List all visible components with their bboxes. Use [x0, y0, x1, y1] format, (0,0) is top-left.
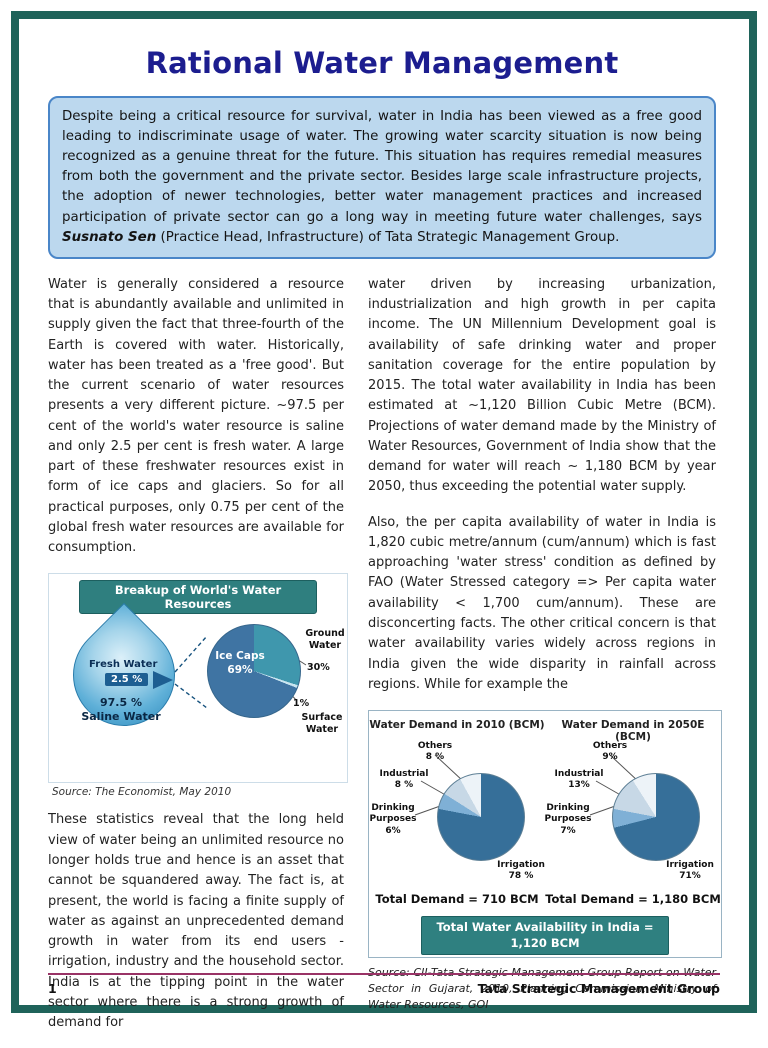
- chart-title-2050: Water Demand in 2050E (BCM): [561, 719, 705, 744]
- document-page: Rational Water Management Despite being …: [48, 38, 722, 1048]
- fresh-water-wedge: [153, 671, 173, 690]
- page-title: Rational Water Management: [145, 46, 619, 80]
- figure-water-demand: Water Demand in 2010 (BCM) Water Demand …: [368, 710, 722, 959]
- availability-banner: Total Water Availability in India = 1,12…: [421, 916, 669, 956]
- intro-text: Despite being a critical resource for su…: [62, 109, 702, 225]
- figure1-source: Source: The Economist, May 2010: [52, 786, 232, 799]
- label-drinking-2050: Drinking Purposes 7%: [544, 803, 592, 836]
- page-footer: 1 Tata Strategic Management Group: [48, 973, 720, 996]
- saline-water-label: 97.5 % Saline Water: [81, 696, 161, 724]
- label-others-2010: Others 8 %: [417, 741, 453, 763]
- ground-water-value: 30%: [307, 662, 330, 674]
- paragraph-right-1: water driven by increasing urbanization,…: [368, 276, 716, 495]
- figure-world-water-resources: Breakup of World's Water Resources Fresh…: [48, 573, 348, 784]
- ice-caps-label: Ice Caps 69%: [215, 650, 265, 677]
- total-demand-2010: Total Demand = 710 BCM: [375, 892, 539, 907]
- two-column-body: Water is generally considered a resource…: [48, 275, 722, 1048]
- paragraph-right-2: Also, the per capita availability of wat…: [368, 514, 716, 692]
- footer-org-name: Tata Strategic Management Group: [477, 981, 720, 996]
- label-others-2050: Others 9%: [592, 741, 628, 763]
- surface-water-value: 1%: [293, 698, 310, 710]
- label-industrial-2050: Industrial 13%: [554, 769, 604, 791]
- label-irrigation-2050: Irrigation 71%: [666, 860, 714, 882]
- world-water-pie-chart: [207, 624, 301, 719]
- label-irrigation-2010: Irrigation 78 %: [497, 860, 545, 882]
- pie-chart-demand-2050: [612, 773, 700, 862]
- paragraph-left-1: Water is generally considered a resource…: [48, 276, 344, 556]
- label-industrial-2010: Industrial 8 %: [379, 769, 429, 791]
- figure2-source: Source: CII-Tata Strategic Management Gr…: [368, 966, 716, 1011]
- intro-callout-box: Despite being a critical resource for su…: [48, 96, 716, 259]
- pie-chart-demand-2010: [437, 773, 525, 862]
- ground-water-label: Ground Water: [305, 628, 345, 651]
- total-demand-2050: Total Demand = 1,180 BCM: [545, 892, 721, 907]
- page-number: 1: [48, 981, 57, 996]
- author-name: Susnato Sen: [62, 229, 157, 245]
- left-column: Water is generally considered a resource…: [48, 275, 348, 1048]
- surface-water-label: Surface Water: [301, 712, 343, 735]
- paragraph-left-2: These statistics reveal that the long he…: [48, 812, 344, 1031]
- right-column: water driven by increasing urbanization,…: [368, 275, 722, 1048]
- footer-divider: [48, 973, 720, 975]
- fresh-water-label: Fresh Water: [89, 659, 158, 671]
- label-drinking-2010: Drinking Purposes 6%: [369, 803, 417, 836]
- fresh-water-value: 2.5 %: [105, 673, 149, 687]
- chart-title-2010: Water Demand in 2010 (BCM): [369, 719, 545, 732]
- intro-text-after: (Practice Head, Infrastructure) of Tata …: [156, 229, 620, 245]
